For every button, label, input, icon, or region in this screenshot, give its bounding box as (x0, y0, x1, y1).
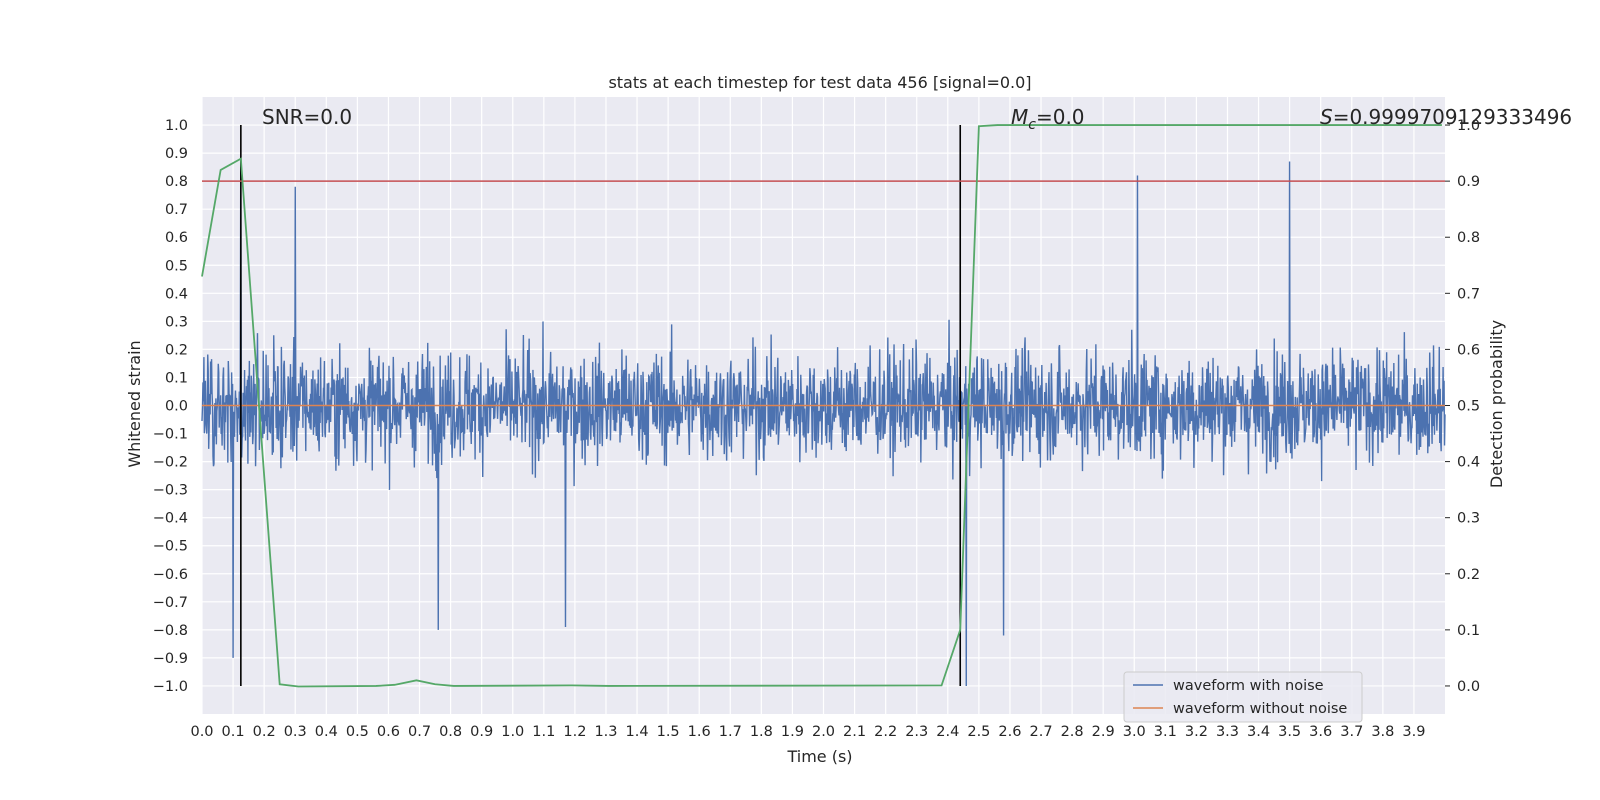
x-tick-label: 1.5 (657, 724, 680, 740)
x-tick-label: 0.2 (253, 724, 276, 740)
y-tick-label: −0.5 (153, 539, 188, 555)
y2-tick-label: 0.6 (1457, 342, 1480, 358)
y-tick-label: −0.2 (153, 455, 188, 471)
y-tick-label: 0.8 (165, 174, 188, 190)
x-tick-label: 1.8 (750, 724, 773, 740)
y-tick-label: −0.1 (153, 427, 188, 443)
y2-tick-label: 0.1 (1457, 623, 1480, 639)
vertical-markers (240, 125, 962, 686)
x-tick-label: 0.3 (284, 724, 307, 740)
y-tick-label: 1.0 (165, 118, 188, 134)
x-tick-label: 1.7 (719, 724, 742, 740)
y-tick-label: 0.0 (165, 399, 188, 415)
x-tick-label: 3.2 (1185, 724, 1208, 740)
x-tick-label: 2.6 (998, 724, 1021, 740)
y-tick-label: 0.1 (165, 370, 188, 386)
x-axis-label: Time (s) (786, 747, 852, 766)
y2-axis-label: Detection probability (1487, 320, 1506, 488)
y-tick-label: 0.3 (165, 314, 188, 330)
legend: waveform with noise waveform without noi… (1123, 671, 1363, 723)
y-tick-label: 0.6 (165, 230, 188, 246)
y2-tick-label: 0.3 (1457, 511, 1480, 527)
legend-label-waveform-without-noise: waveform without noise (1173, 701, 1347, 717)
y-tick-labels: 1.0 0.9 0.8 0.7 0.6 0.5 0.4 0.3 0.2 0.1 0.0 −0.1 −0.… (153, 118, 188, 695)
x-tick-label: 2.2 (874, 724, 897, 740)
y-tick-label: −0.3 (153, 483, 188, 499)
x-tick-label: 2.8 (1061, 724, 1084, 740)
y-tick-label: −0.6 (153, 567, 188, 583)
y-tick-label: −0.7 (153, 595, 188, 611)
x-tick-label: 0.9 (470, 724, 493, 740)
x-tick-labels: 0.0 0.1 0.2 0.3 0.4 0.5 0.6 0.7 0.8 0.9 1.0 1.1 1.2 1… (190, 724, 1425, 740)
x-tick-label: 1.6 (688, 724, 711, 740)
x-tick-label: 1.2 (563, 724, 586, 740)
x-tick-label: 1.0 (501, 724, 524, 740)
y2-tick-label: 0.8 (1457, 230, 1480, 246)
legend-label-waveform-with-noise: waveform with noise (1173, 678, 1324, 694)
chart-title: stats at each timestep for test data 456… (608, 73, 1031, 92)
y2-tick-label: 0.0 (1457, 679, 1480, 695)
x-tick-label: 2.3 (905, 724, 928, 740)
y2-tick-label: 0.4 (1457, 455, 1480, 471)
x-tick-label: 2.0 (812, 724, 835, 740)
x-tick-label: 0.0 (190, 724, 213, 740)
y2-tick-label: 0.9 (1457, 174, 1480, 190)
y-tick-label: 0.5 (165, 258, 188, 274)
x-tick-label: 3.4 (1247, 724, 1270, 740)
y2-tick-label: 0.5 (1457, 399, 1480, 415)
x-tick-label: 3.1 (1154, 724, 1177, 740)
x-tick-label: 3.3 (1216, 724, 1239, 740)
x-tick-label: 2.7 (1029, 724, 1052, 740)
y-tick-label: 0.2 (165, 342, 188, 358)
x-tick-label: 1.4 (626, 724, 649, 740)
x-tick-label: 3.0 (1123, 724, 1146, 740)
x-tick-label: 2.1 (843, 724, 866, 740)
score-annotation: S=0.9999709129333496 (1320, 105, 1572, 129)
y-tick-label: −0.9 (153, 651, 188, 667)
waveform-with-noise-series (201, 161, 1446, 686)
y-tick-label: 0.4 (165, 286, 188, 302)
x-tick-label: 0.4 (315, 724, 338, 740)
chirp-mass-annotation: Mc=0.0 (1011, 105, 1085, 133)
legend-box (1123, 671, 1363, 723)
x-tick-label: 0.5 (346, 724, 369, 740)
y-tick-label: 0.9 (165, 146, 188, 162)
y2-tick-label: 1.0 (1457, 118, 1480, 134)
y-tick-label: −0.4 (153, 511, 188, 527)
y-tick-label: 0.7 (165, 202, 188, 218)
y2-tick-label: 0.2 (1457, 567, 1480, 583)
x-tick-label: 3.7 (1340, 724, 1363, 740)
x-tick-label: 1.1 (532, 724, 555, 740)
x-tick-label: 0.7 (408, 724, 431, 740)
x-tick-label: 3.8 (1371, 724, 1394, 740)
x-tick-label: 3.9 (1402, 724, 1425, 740)
x-tick-label: 2.5 (967, 724, 990, 740)
x-tick-label: 0.6 (377, 724, 400, 740)
x-tick-label: 0.8 (439, 724, 462, 740)
x-tick-label: 2.9 (1092, 724, 1115, 740)
x-tick-label: 1.3 (594, 724, 617, 740)
y-tick-label: −1.0 (153, 679, 188, 695)
x-tick-label: 1.9 (781, 724, 804, 740)
x-tick-label: 3.5 (1278, 724, 1301, 740)
x-tick-label: 3.6 (1309, 724, 1332, 740)
snr-annotation: SNR=0.0 (262, 105, 352, 129)
x-tick-label: 0.1 (222, 724, 245, 740)
detection-probability-line (201, 124, 1442, 688)
detection-probability-series (201, 124, 1442, 688)
y-tick-label: −0.8 (153, 623, 188, 639)
y2-tick-label: 0.7 (1457, 286, 1480, 302)
waveform-with-noise-line (201, 161, 1446, 686)
y-axis-label: Whitened strain (125, 340, 144, 467)
x-tick-label: 2.4 (936, 724, 959, 740)
y2-tick-labels: 1.0 0.9 0.8 0.7 0.6 0.5 0.4 0.3 0.2 0.1 0.0 (1445, 118, 1480, 695)
